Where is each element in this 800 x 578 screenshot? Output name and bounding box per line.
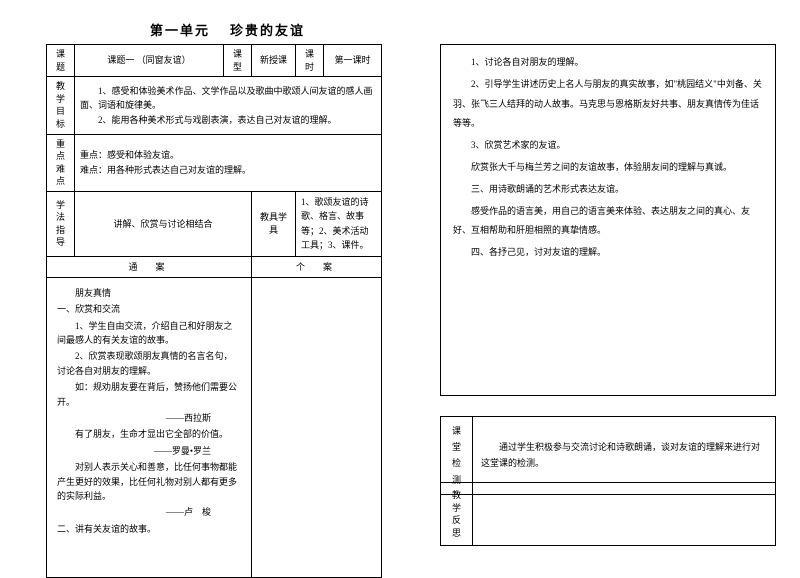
main-content: 朋友真情 一、欣赏和交流 1、学生自由交流，介绍自己和好朋友之间最感人的有关友谊… <box>47 277 252 577</box>
point-1: 重点：感受和体验友谊。 <box>80 150 179 160</box>
r-line-1: 1、讨论各自对朋友的理解。 <box>453 53 763 73</box>
page-title: 第一单元 珍贵的友谊 <box>150 20 305 39</box>
kexing-label: 课型 <box>224 45 252 77</box>
reflect-table: 教学反思 <box>440 482 776 546</box>
keshi-label: 课时 <box>296 45 324 77</box>
goals-content: 1、感受和体验美术作品、文学作品以及歌曲中歌颂人间友谊的感人画面、词语和旋律美。… <box>75 77 382 134</box>
right-content-box: 1、讨论各自对朋友的理解。 2、引导学生讲述历史上名人与朋友的真实故事，如"桃园… <box>440 44 776 396</box>
tong-an-label: 通案 <box>47 256 252 277</box>
reflect-row: 教学反思 <box>441 483 776 546</box>
attr-3: ——卢 梭 <box>57 505 241 519</box>
tools-label: 教具学具 <box>252 191 296 256</box>
keti-label: 课题 <box>47 45 75 77</box>
individual-content <box>252 277 382 577</box>
section-header-row: 通案 个案 <box>47 256 382 277</box>
r-line-3: 3、欣赏艺术家的友谊。 <box>453 136 763 156</box>
unit-name: 珍贵的友谊 <box>230 23 305 38</box>
points-row: 重点难点 重点：感受和体验友谊。 难点：用各种形式表达自己对友谊的理解。 <box>47 134 382 191</box>
points-content: 重点：感受和体验友谊。 难点：用各种形式表达自己对友谊的理解。 <box>75 134 382 191</box>
unit-label: 第一单元 <box>150 23 210 38</box>
lesson-plan-table: 课题 课题一 （同窗友谊） 课型 新授课 课时 第一课时 教学目标 1、感受和体… <box>46 44 382 578</box>
header-row: 课题 课题一 （同窗友谊） 课型 新授课 课时 第一课时 <box>47 45 382 77</box>
content-row: 朋友真情 一、欣赏和交流 1、学生自由交流，介绍自己和好朋友之间最感人的有关友谊… <box>47 277 382 577</box>
line-7: 对别人表示关心和善意，比任何事物都能产生更好的效果，比任何礼物对别人都有更多的实… <box>57 460 241 503</box>
goals-label: 教学目标 <box>47 77 75 134</box>
line-6: 有了朋友，生命才显出它全部的价值。 <box>57 427 241 441</box>
goal-1: 1、感受和体验美术作品、文学作品以及歌曲中歌颂人间友谊的感人画面、词语和旋律美。 <box>80 84 376 113</box>
line-8: 二、讲有关友谊的故事。 <box>57 522 241 536</box>
r-line-5: 三、用诗歌朗诵的艺术形式表达友谊。 <box>453 180 763 200</box>
attr-1: ——西拉斯 <box>57 411 241 425</box>
line-1: 朋友真情 <box>57 286 241 300</box>
point-2: 难点：用各种形式表达自己对友谊的理解。 <box>80 165 251 175</box>
reflect-value <box>473 483 776 546</box>
line-2: 一、欣赏和交流 <box>57 302 241 316</box>
r-line-2: 2、引导学生讲述历史上名人与朋友的真实故事，如"桃园结义"中刘备、关羽、张飞三人… <box>453 75 763 134</box>
line-3: 1、学生自由交流，介绍自己和好朋友之间最感人的有关友谊的故事。 <box>57 319 241 348</box>
method-row: 学法指导 讲解、欣赏与讨论相结合 教具学具 1、歌颂友谊的诗歌、格言、故事等；2… <box>47 191 382 256</box>
line-4: 2、欣赏表现歌颂朋友真情的名言名句，讨论各自对朋友的理解。 <box>57 349 241 378</box>
reflect-label: 教学反思 <box>441 483 473 546</box>
r-line-4: 欣赏张大千与梅兰芳之间的友谊故事，体验朋友间的理解与真诚。 <box>453 158 763 178</box>
line-5: 如：规劝朋友要在背后，赞扬他们需要公开。 <box>57 380 241 409</box>
keti-value: 课题一 （同窗友谊） <box>75 45 224 77</box>
points-label: 重点难点 <box>47 134 75 191</box>
keshi-value: 第一课时 <box>324 45 382 77</box>
goal-2: 2、能用各种美术形式与戏剧表演，表达自己对友谊的理解。 <box>80 113 376 127</box>
ge-an-label: 个案 <box>252 256 382 277</box>
r-line-7: 四、各抒己见，讨对友谊的理解。 <box>453 243 763 263</box>
attr-2: ——罗曼•罗兰 <box>57 444 241 458</box>
r-line-6: 感受作品的语言美，用自己的语言美来体验、表达朋友之间的真心、友好、互相帮助和肝胆… <box>453 202 763 242</box>
goals-row: 教学目标 1、感受和体验美术作品、文学作品以及歌曲中歌颂人间友谊的感人画面、词语… <box>47 77 382 134</box>
kexing-value: 新授课 <box>252 45 296 77</box>
tools-value: 1、歌颂友谊的诗歌、格言、故事等；2、美术活动工具；3、课件。 <box>296 191 382 256</box>
method-value: 讲解、欣赏与讨论相结合 <box>75 191 252 256</box>
method-label: 学法指导 <box>47 191 75 256</box>
